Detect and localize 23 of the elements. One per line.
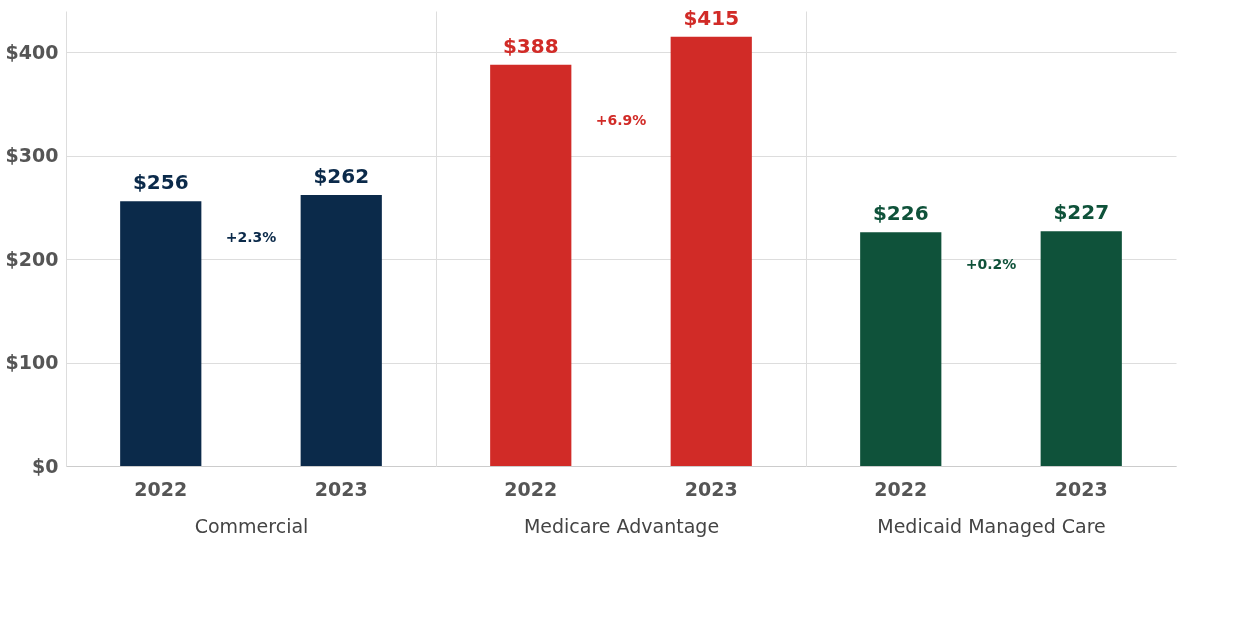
x-tick-label: 2022 <box>134 477 188 500</box>
annotation: +2.3% <box>225 229 277 246</box>
data-label: $226 <box>872 201 929 226</box>
annotation: +6.9% <box>595 111 647 128</box>
data-label: $262 <box>313 164 370 189</box>
data-label: $415 <box>683 5 740 30</box>
data-label: $227 <box>1053 200 1110 225</box>
y-tick-label: $100 <box>5 351 59 374</box>
data-label: $256 <box>132 170 189 195</box>
annotation: +0.2% <box>965 256 1017 273</box>
data-label: $388 <box>502 33 559 58</box>
y-tick-label: $0 <box>32 454 59 477</box>
x-tick-label: 2023 <box>684 477 738 500</box>
y-tick-label: $200 <box>5 247 59 270</box>
x-tick-label: 2022 <box>504 477 558 500</box>
x-tick-label: 2023 <box>1054 477 1108 500</box>
x-axis-title: Medicaid Managed Care <box>877 514 1106 537</box>
x-axis-title: Medicare Advantage <box>523 514 720 537</box>
x-axis-title: Commercial <box>194 514 309 537</box>
x-tick-label: 2023 <box>314 477 368 500</box>
y-tick-label: $300 <box>5 144 59 167</box>
y-tick-label: $400 <box>5 40 59 63</box>
x-tick-label: 2022 <box>874 477 928 500</box>
